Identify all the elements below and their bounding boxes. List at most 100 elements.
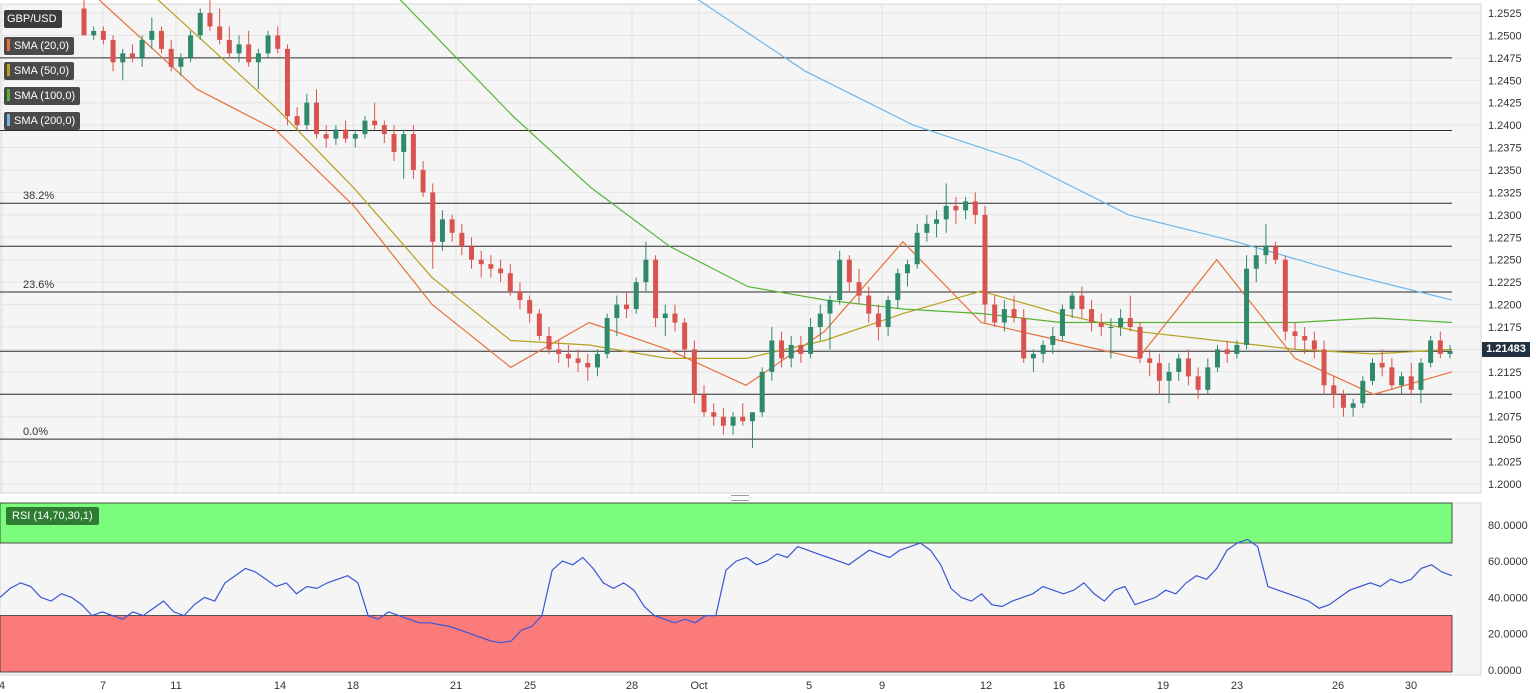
- candlesticks: [81, 0, 1453, 449]
- candle-body: [1185, 358, 1191, 377]
- price-tick-label: 1.2250: [1488, 255, 1522, 267]
- price-tick-label: 1.2350: [1488, 165, 1522, 177]
- candle-body: [904, 264, 910, 274]
- candle-body: [333, 129, 339, 139]
- date-tick-label: 12: [980, 680, 992, 692]
- candle-body: [439, 219, 445, 242]
- candle-body: [1127, 318, 1133, 328]
- candle-body: [992, 304, 998, 323]
- date-tick-label: 14: [274, 680, 286, 692]
- candle-body: [585, 362, 591, 368]
- candle-body: [478, 259, 484, 265]
- candle-body: [1176, 358, 1182, 372]
- rsi-label[interactable]: RSI (14,70,30,1): [6, 507, 99, 525]
- sma-100-line: [399, 0, 1453, 324]
- candle-body: [1166, 371, 1172, 381]
- candle-body: [817, 313, 823, 328]
- candle-body: [1282, 259, 1288, 332]
- fibonacci-label: 38.2%: [23, 190, 54, 202]
- rsi-series-line: [0, 538, 1453, 644]
- price-tick-label: 1.2125: [1488, 367, 1522, 379]
- rsi-tick-label: 20.0000: [1488, 629, 1528, 641]
- candle-body: [517, 291, 523, 301]
- candle-body: [120, 53, 126, 63]
- candle-body: [633, 282, 639, 310]
- candle-body: [846, 259, 852, 283]
- candle-body: [91, 30, 97, 36]
- candle-body: [672, 313, 678, 323]
- sma-20-label: SMA (20,0): [14, 40, 70, 52]
- candle-body: [469, 246, 475, 260]
- candle-body: [246, 44, 252, 63]
- candle-body: [1244, 268, 1250, 345]
- candle-body: [662, 313, 668, 319]
- rsi-oversold-zone: [0, 615, 1453, 673]
- price-pane-background: [0, 3, 1482, 494]
- candle-body: [284, 48, 290, 117]
- pane-resize-handle[interactable]: [731, 495, 749, 501]
- candle-body: [527, 300, 533, 314]
- candle-body: [1021, 318, 1027, 359]
- date-axis: 4 7 11 14 18 21 25 28 Oct 5 9 12 16 19 23 26 30: [0, 680, 1417, 692]
- candle-body: [1418, 362, 1424, 390]
- horizontal-levels: [0, 57, 1452, 440]
- candle-body: [643, 259, 649, 283]
- candle-body: [129, 53, 135, 58]
- sma-20-swatch: [7, 39, 10, 51]
- rsi-tick-label: 60.0000: [1488, 556, 1528, 568]
- candle-body: [837, 259, 843, 301]
- candle-body: [1098, 322, 1104, 328]
- sma-100-label: SMA (100,0): [14, 90, 76, 102]
- date-tick-label: 18: [347, 680, 359, 692]
- candle-body: [536, 313, 542, 336]
- date-tick-label: 16: [1053, 680, 1065, 692]
- candle-body: [972, 201, 978, 215]
- price-tick-label: 1.2525: [1488, 8, 1522, 20]
- date-tick-label: 19: [1157, 680, 1169, 692]
- price-tick-label: 1.2175: [1488, 322, 1522, 334]
- candle-body: [139, 39, 145, 58]
- price-tick-label: 1.2375: [1488, 143, 1522, 155]
- candle-body: [808, 327, 814, 354]
- candle-body: [1389, 367, 1395, 386]
- legend-sma-100[interactable]: SMA (100,0): [4, 87, 81, 105]
- legend-sma-20[interactable]: SMA (20,0): [4, 37, 75, 55]
- legend-sma-200[interactable]: SMA (200,0): [4, 112, 81, 130]
- price-tick-label: 1.2450: [1488, 75, 1522, 87]
- candle-body: [934, 219, 940, 224]
- candle-body: [1331, 385, 1337, 395]
- candle-body: [1234, 344, 1240, 354]
- candle-body: [1340, 394, 1346, 408]
- candle-body: [982, 214, 988, 305]
- candle-body: [498, 268, 504, 274]
- candle-body: [653, 259, 659, 319]
- rsi-zones: [0, 502, 1453, 673]
- price-tick-label: 1.2275: [1488, 232, 1522, 244]
- candle-body: [343, 129, 349, 139]
- candle-body: [1447, 351, 1453, 354]
- candle-body: [1030, 353, 1036, 359]
- candle-body: [1369, 362, 1375, 381]
- candle-body: [149, 30, 155, 40]
- candle-body: [565, 353, 571, 359]
- candle-body: [1205, 367, 1211, 390]
- candle-body: [1273, 246, 1279, 260]
- candle-body: [546, 335, 552, 350]
- candle-body: [798, 344, 804, 354]
- sma-50-swatch: [7, 64, 10, 76]
- candle-body: [895, 273, 901, 301]
- date-tick-label: 7: [100, 680, 106, 692]
- candle-body: [1089, 309, 1095, 323]
- candle-body: [953, 205, 959, 211]
- date-tick-label: 30: [1405, 680, 1417, 692]
- symbol-label[interactable]: GBP/USD: [4, 10, 62, 28]
- candle-body: [314, 102, 320, 135]
- sma-lines: [98, 0, 1453, 395]
- price-tick-label: 1.2050: [1488, 434, 1522, 446]
- price-tick-label: 1.2025: [1488, 457, 1522, 469]
- candle-body: [1224, 349, 1230, 354]
- candle-body: [1437, 340, 1443, 354]
- candle-body: [1399, 376, 1405, 386]
- legend-sma-50[interactable]: SMA (50,0): [4, 62, 75, 80]
